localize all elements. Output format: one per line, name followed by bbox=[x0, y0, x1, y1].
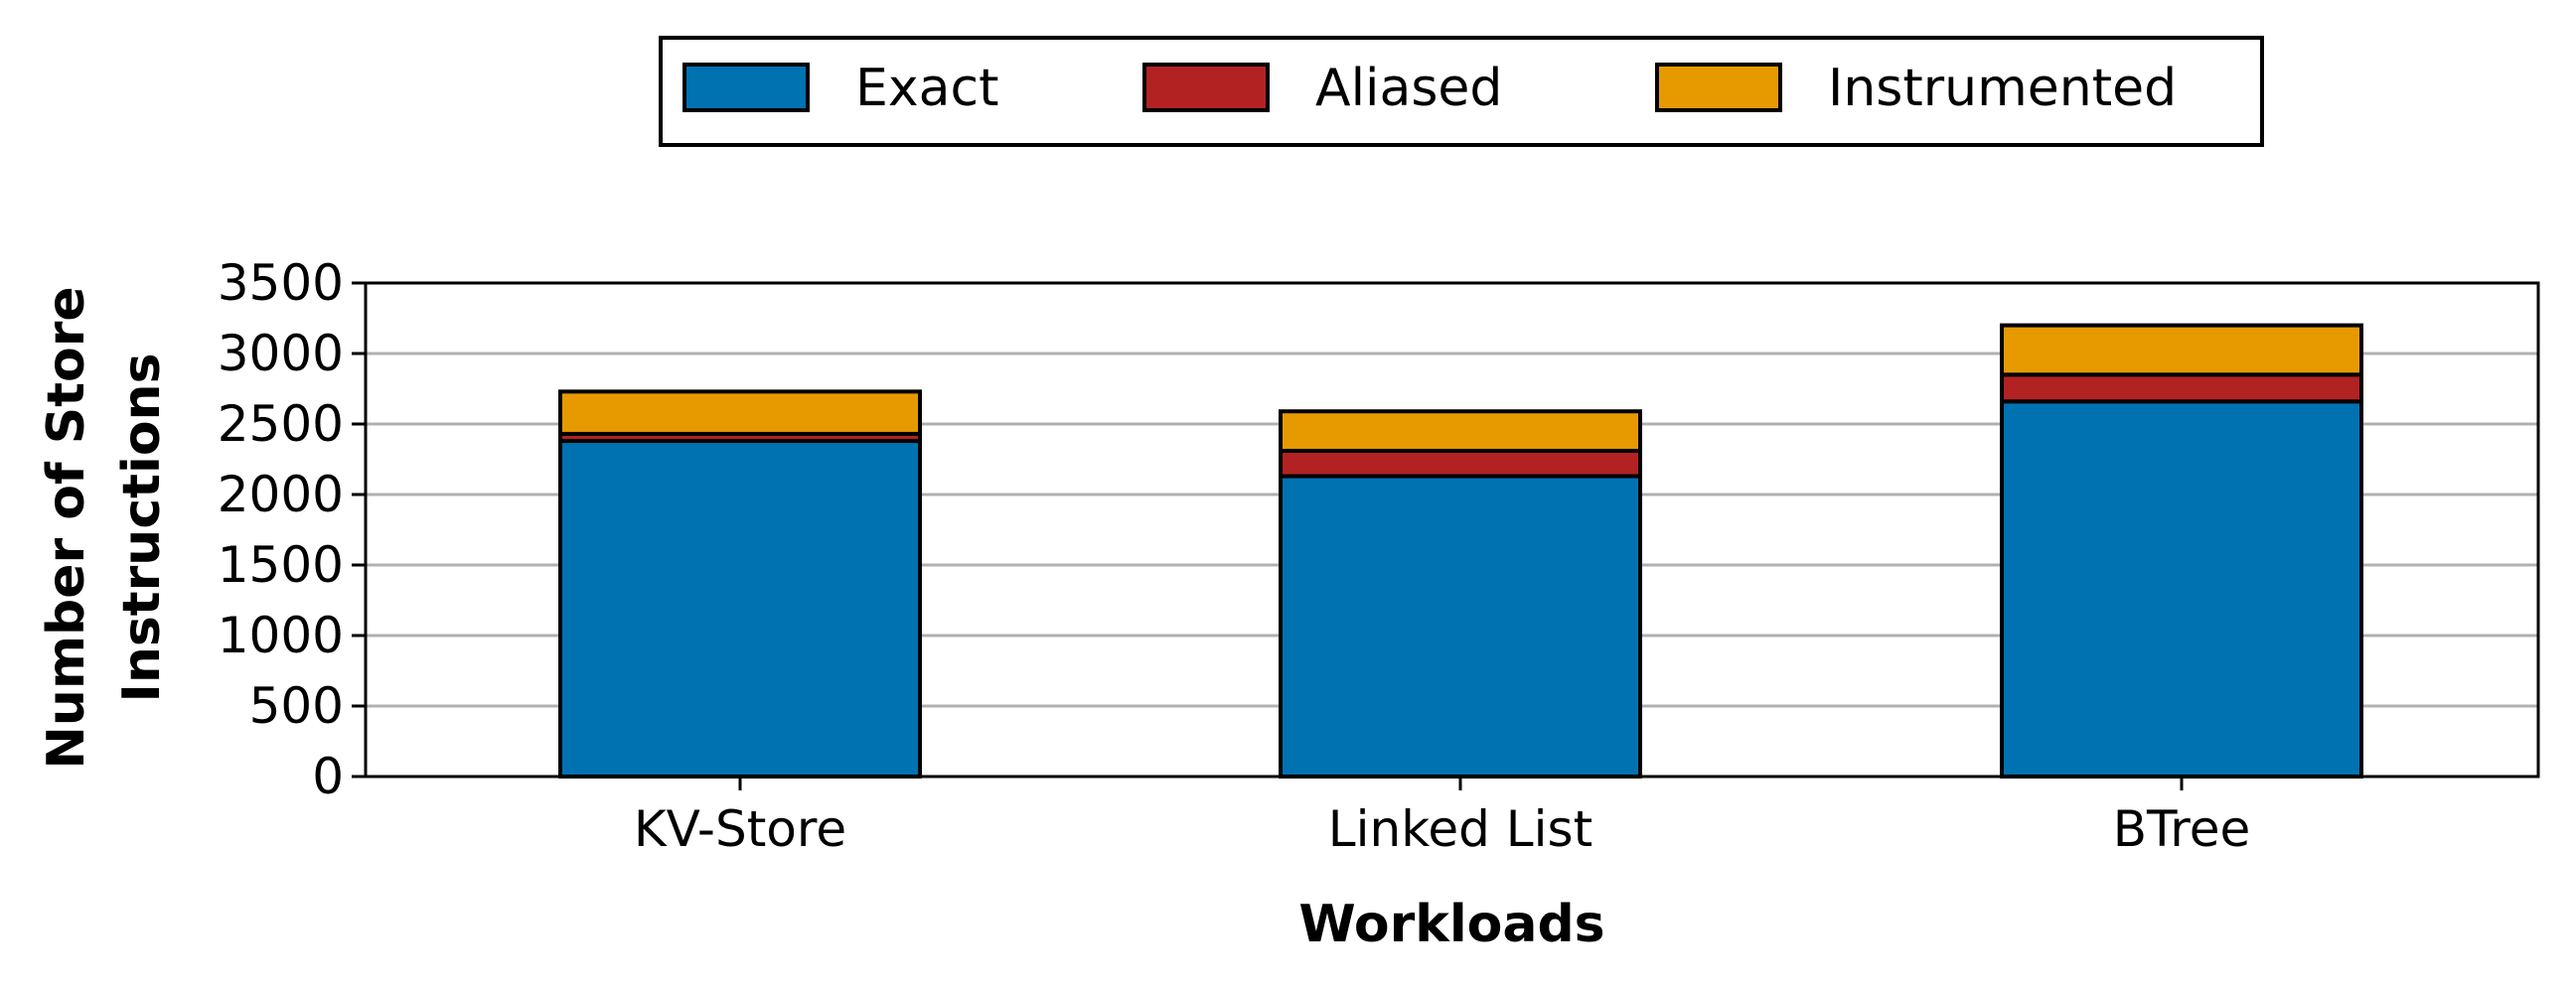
bar-exact-1 bbox=[558, 439, 922, 779]
y-axis-title-line-2: Instructions bbox=[112, 353, 172, 702]
bar-aliased-3 bbox=[2000, 372, 2363, 404]
legend-swatch-aliased bbox=[1142, 63, 1270, 112]
bars bbox=[558, 323, 2363, 779]
x-tick-label: KV-Store bbox=[634, 800, 846, 858]
y-axis-title-line-1: Number of Store bbox=[37, 286, 96, 769]
bar-instrumented-2 bbox=[1279, 409, 1642, 453]
legend-box bbox=[659, 36, 2264, 147]
bar-exact-2 bbox=[1279, 474, 1642, 779]
y-tick-label: 3500 bbox=[218, 254, 344, 312]
bar-exact-3 bbox=[2000, 399, 2363, 779]
bar-instrumented-3 bbox=[2000, 323, 2363, 377]
y-tick-label: 1000 bbox=[218, 607, 344, 664]
bar-aliased-2 bbox=[1279, 448, 1642, 479]
x-axis-title: Workloads bbox=[1298, 895, 1604, 954]
legend-label-exact: Exact bbox=[855, 59, 998, 118]
x-tick-label: BTree bbox=[2113, 800, 2250, 858]
y-tick-label: 2000 bbox=[218, 466, 344, 523]
y-tick-label: 2500 bbox=[218, 395, 344, 453]
y-tick-label: 0 bbox=[312, 748, 344, 805]
y-tick-label: 1500 bbox=[218, 536, 344, 594]
y-tick-label: 500 bbox=[249, 677, 344, 735]
legend-label-instrumented: Instrumented bbox=[1828, 59, 2177, 118]
y-tick-label: 3000 bbox=[218, 325, 344, 382]
legend-swatch-instrumented bbox=[1655, 63, 1782, 112]
legend: Exact Aliased Instrumented bbox=[659, 36, 2264, 147]
legend-swatch-exact bbox=[682, 63, 810, 112]
plot-frame bbox=[364, 281, 2540, 779]
legend-label-aliased: Aliased bbox=[1315, 59, 1502, 118]
x-axis: KV-Store Linked List BTree bbox=[634, 777, 2250, 858]
y-axis: 0 500 1000 1500 2000 2500 3000 3500 bbox=[218, 254, 366, 805]
bar-instrumented-1 bbox=[558, 389, 922, 436]
x-tick-label: Linked List bbox=[1328, 800, 1592, 858]
